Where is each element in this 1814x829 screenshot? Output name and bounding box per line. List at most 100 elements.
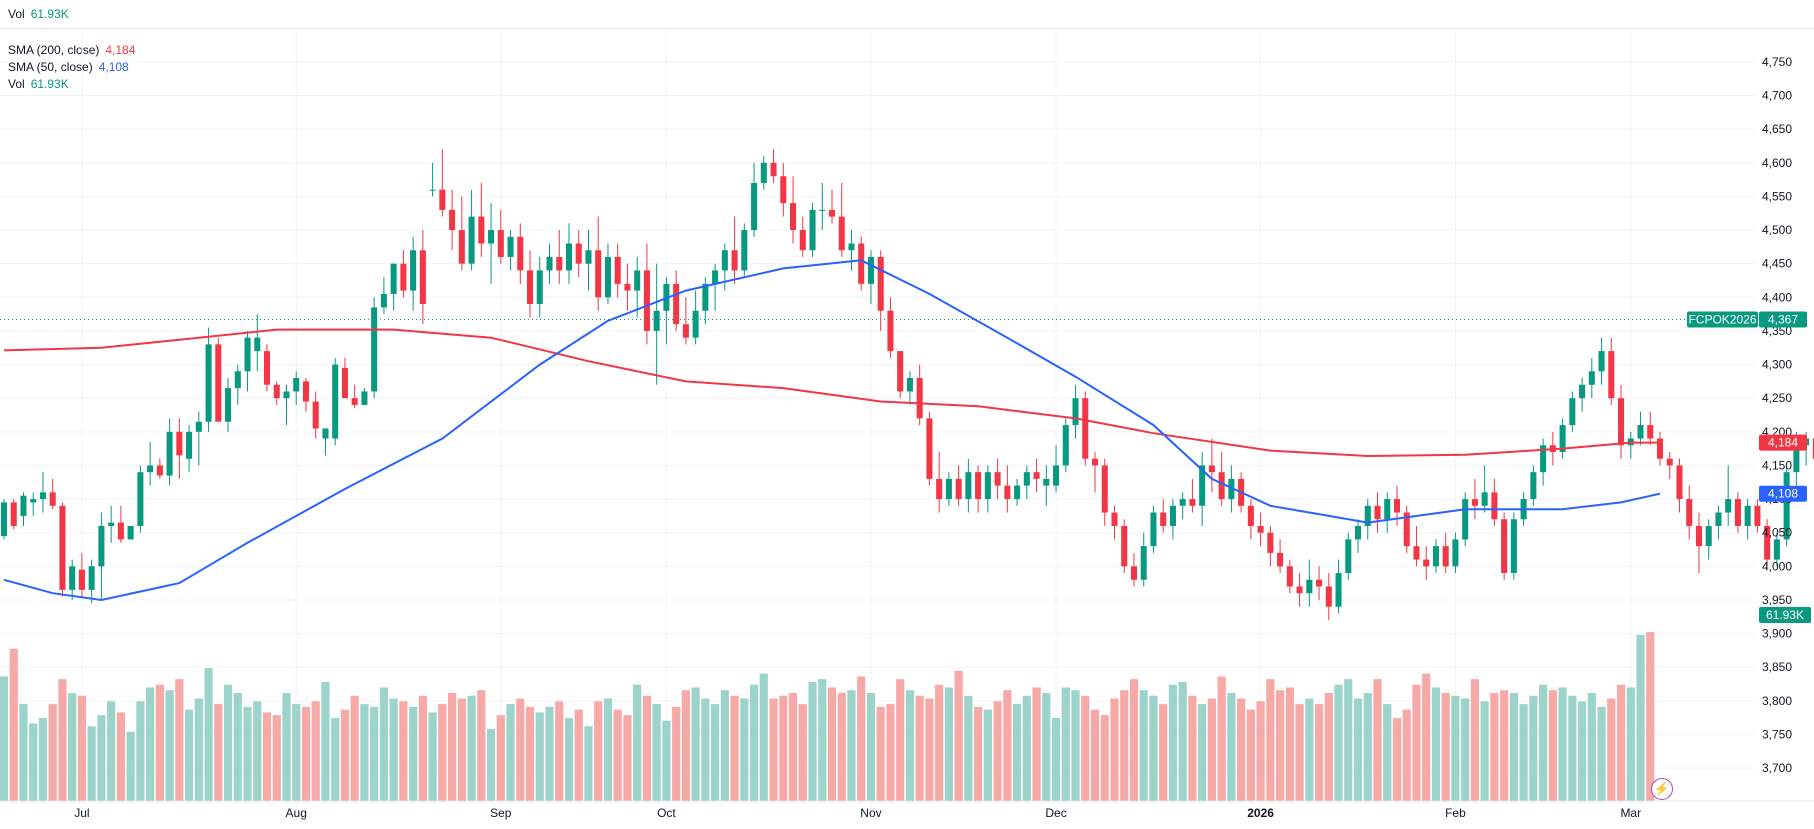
candle-body <box>1257 525 1264 533</box>
price-chart[interactable]: 3,700 3,750 3,800 3,850 3,900 3,950 4,000 4,050… <box>0 29 1814 829</box>
candle-body <box>117 522 124 540</box>
volume-bar <box>1519 704 1528 801</box>
candle-body <box>673 283 680 325</box>
candle-body <box>565 243 573 271</box>
volume-bar <box>1441 693 1450 801</box>
candle-body <box>1812 438 1814 459</box>
candle-body <box>1754 505 1761 526</box>
volume-bar <box>730 695 739 801</box>
volume-bar <box>1246 709 1255 801</box>
volume-bar <box>1431 687 1441 801</box>
volume-bar <box>1285 687 1294 801</box>
candle-body <box>1335 573 1342 607</box>
volume-bar <box>292 704 301 801</box>
volume-bar <box>262 712 272 801</box>
sma50-price-label-bg <box>1759 485 1807 502</box>
volume-bar <box>340 709 350 801</box>
volume-bar <box>1626 687 1635 801</box>
candle-body <box>1033 472 1040 479</box>
candle-body <box>1160 512 1167 526</box>
candle-body <box>410 250 417 291</box>
candle-body <box>780 176 787 204</box>
candle-body <box>643 270 650 331</box>
candle-body <box>556 256 563 271</box>
candle-body <box>1393 499 1401 513</box>
candle-body <box>858 243 865 284</box>
candle-body <box>137 472 144 526</box>
volume-bar <box>1198 704 1207 801</box>
lightning-icon[interactable]: ⚡ <box>1651 778 1673 800</box>
volume-bar <box>779 695 788 801</box>
volume-bar <box>564 717 574 801</box>
candle-body <box>604 256 611 298</box>
sma200-line <box>3 328 1660 458</box>
candle-body <box>1355 525 1362 540</box>
candle-body <box>1169 505 1176 526</box>
candle-body <box>1403 512 1410 547</box>
candle-body <box>1656 438 1664 459</box>
legend-volume-value: 61.93K <box>30 77 69 91</box>
volume-bar <box>1071 690 1080 801</box>
legend-sma200[interactable]: SMA (200, close) 4,184 <box>8 42 135 59</box>
price-tick-label: 3,850 <box>1762 660 1792 674</box>
candle-body <box>1569 398 1576 426</box>
candle-body <box>1442 546 1449 567</box>
candle-body <box>1208 465 1215 473</box>
volume-bar <box>525 706 535 801</box>
candle-body <box>906 378 913 392</box>
candle-body <box>1345 539 1352 574</box>
candle-body <box>332 364 339 439</box>
volume-bar <box>1470 679 1480 801</box>
candle-body <box>10 502 17 526</box>
volume-bar <box>1217 676 1226 801</box>
legend-sma50[interactable]: SMA (50, close) 4,108 <box>8 59 135 76</box>
candle-body <box>1559 425 1566 452</box>
volume-bar <box>321 681 330 801</box>
candle-body <box>59 505 66 590</box>
price-tick-label: 4,500 <box>1762 223 1792 237</box>
volume-bar <box>29 723 38 801</box>
price-tick-label: 4,550 <box>1762 189 1792 203</box>
candle-body <box>614 256 621 284</box>
volume-bar <box>954 670 963 801</box>
volume-bar <box>1392 717 1402 801</box>
candle-body <box>108 522 115 526</box>
candle-body <box>1462 499 1469 540</box>
volume-bar <box>633 684 642 801</box>
volume-bar <box>584 726 593 801</box>
candle-body <box>263 351 271 385</box>
volume-bar <box>1022 695 1031 801</box>
candle-body <box>478 216 485 244</box>
volume-header: Vol 61.93K <box>8 7 69 21</box>
candle-body <box>1004 485 1011 500</box>
price-tick-label: 4,600 <box>1762 156 1792 170</box>
candle-body <box>166 431 173 476</box>
candle-body <box>1452 539 1459 567</box>
legend-volume[interactable]: Vol 61.93K <box>8 76 135 93</box>
candle-body <box>1432 546 1439 567</box>
candle-body <box>371 307 378 392</box>
candle-body <box>449 209 456 231</box>
volume-bar <box>311 701 320 801</box>
volume-bar <box>1129 679 1139 801</box>
volume-bar <box>1276 690 1285 801</box>
candle-body <box>1647 425 1654 439</box>
time-tick-label: Sep <box>490 806 512 820</box>
candle-body <box>1296 586 1303 594</box>
volume-bar <box>1558 687 1567 801</box>
candle-body <box>1247 505 1254 526</box>
candle-body <box>186 431 193 459</box>
candle-body <box>98 525 105 567</box>
candle-body <box>936 478 943 500</box>
volume-bar <box>974 706 983 801</box>
candle-body <box>1374 505 1381 520</box>
moving-averages <box>0 259 1690 602</box>
candle-body <box>156 465 163 476</box>
candle-body <box>692 310 699 338</box>
candle-body <box>1734 499 1741 526</box>
time-axis: Jul Aug Sep Oct Nov Dec 2026 Feb Mar <box>0 800 1814 820</box>
volume-bar <box>769 698 778 801</box>
candle-body <box>712 270 719 284</box>
candle-body <box>507 236 514 257</box>
candle-body <box>244 337 251 372</box>
